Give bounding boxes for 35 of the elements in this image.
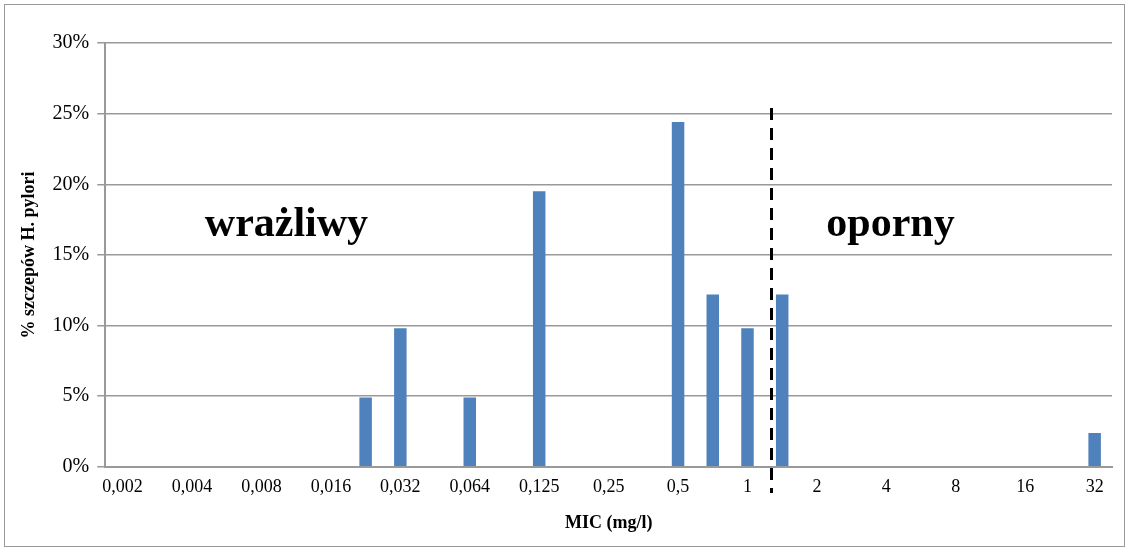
x-axis-title: MIC (mg/l) xyxy=(564,511,653,533)
x-tick-label: 0,008 xyxy=(241,476,282,497)
bar xyxy=(775,294,789,467)
x-tick-label: 0,032 xyxy=(380,476,421,497)
bar xyxy=(706,294,720,467)
y-tick-label: 25% xyxy=(52,100,90,123)
y-tick-label: 5% xyxy=(62,383,90,406)
x-tick-label: 0,25 xyxy=(592,476,625,497)
bar xyxy=(394,328,407,467)
y-tick-label: 0% xyxy=(62,454,90,477)
annotation: wrażliwy xyxy=(204,199,369,246)
x-tick-label: 1 xyxy=(742,476,752,497)
bar xyxy=(671,122,685,467)
x-tick-label: 0,004 xyxy=(171,476,213,497)
bar xyxy=(741,328,754,467)
x-tick-label: 0,016 xyxy=(310,476,352,497)
x-tick-label: 0,064 xyxy=(449,476,491,497)
bar xyxy=(1088,432,1101,467)
bar xyxy=(532,191,546,467)
x-tick-label: 0,5 xyxy=(666,476,690,497)
x-tick-label: 0,125 xyxy=(518,476,560,497)
x-tick-label: 2 xyxy=(812,476,822,497)
y-axis-title: % szczepów H. pylori xyxy=(18,171,39,339)
x-tick-label: 32 xyxy=(1085,476,1104,497)
x-tick-label: 4 xyxy=(881,476,891,497)
x-tick-label: 8 xyxy=(951,476,961,497)
y-tick-label: 10% xyxy=(52,312,90,335)
x-tick-label: 16 xyxy=(1016,476,1035,497)
y-tick-label: 20% xyxy=(52,171,90,194)
x-tick-label: 0,002 xyxy=(102,476,143,497)
annotation: oporny xyxy=(826,199,955,246)
bar xyxy=(359,397,372,467)
y-tick-label: 30% xyxy=(52,30,90,53)
bar xyxy=(463,397,477,467)
y-tick-label: 15% xyxy=(52,242,90,265)
